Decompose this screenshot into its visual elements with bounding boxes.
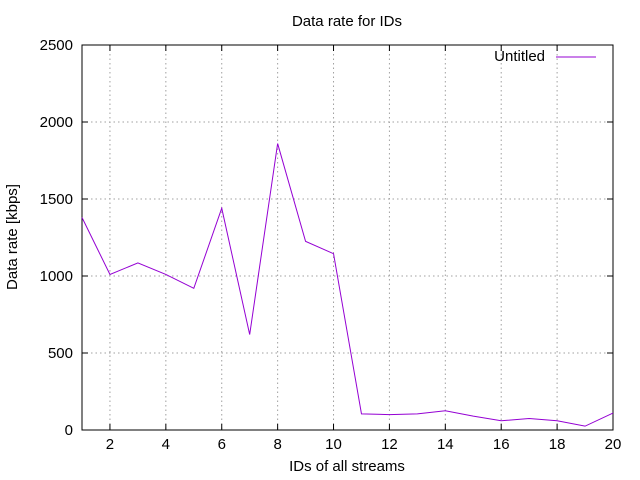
x-tick-label: 16 (493, 436, 510, 453)
legend-label: Untitled (494, 48, 545, 65)
y-tick-label: 500 (48, 345, 73, 362)
y-axis-tick-labels: 0 500 1000 1500 2000 2500 (40, 37, 73, 439)
axis-ticks (82, 44, 614, 431)
x-tick-label: 12 (381, 436, 398, 453)
x-tick-label: 4 (162, 436, 170, 453)
y-tick-label: 0 (65, 422, 73, 439)
x-axis-tick-labels: 2 4 6 8 10 12 14 16 18 20 (106, 436, 622, 453)
legend: Untitled (494, 48, 596, 65)
x-axis-label: IDs of all streams (289, 458, 405, 475)
plot-frame (81, 44, 614, 431)
y-tick-label: 2000 (40, 114, 73, 131)
x-tick-label: 18 (549, 436, 566, 453)
x-tick-label: 8 (273, 436, 281, 453)
x-tick-label: 6 (218, 436, 226, 453)
chart-title: Data rate for IDs (292, 13, 402, 30)
series-layer (81, 143, 614, 427)
x-tick-label: 14 (437, 436, 454, 453)
y-tick-label: 2500 (40, 37, 73, 54)
series-line (81, 143, 614, 427)
grid (82, 45, 613, 430)
x-tick-label: 10 (325, 436, 342, 453)
y-tick-label: 1000 (40, 268, 73, 285)
y-axis-label: Data rate [kbps] (4, 184, 21, 290)
x-tick-label: 2 (106, 436, 114, 453)
x-tick-label: 20 (605, 436, 622, 453)
y-tick-label: 1500 (40, 191, 73, 208)
